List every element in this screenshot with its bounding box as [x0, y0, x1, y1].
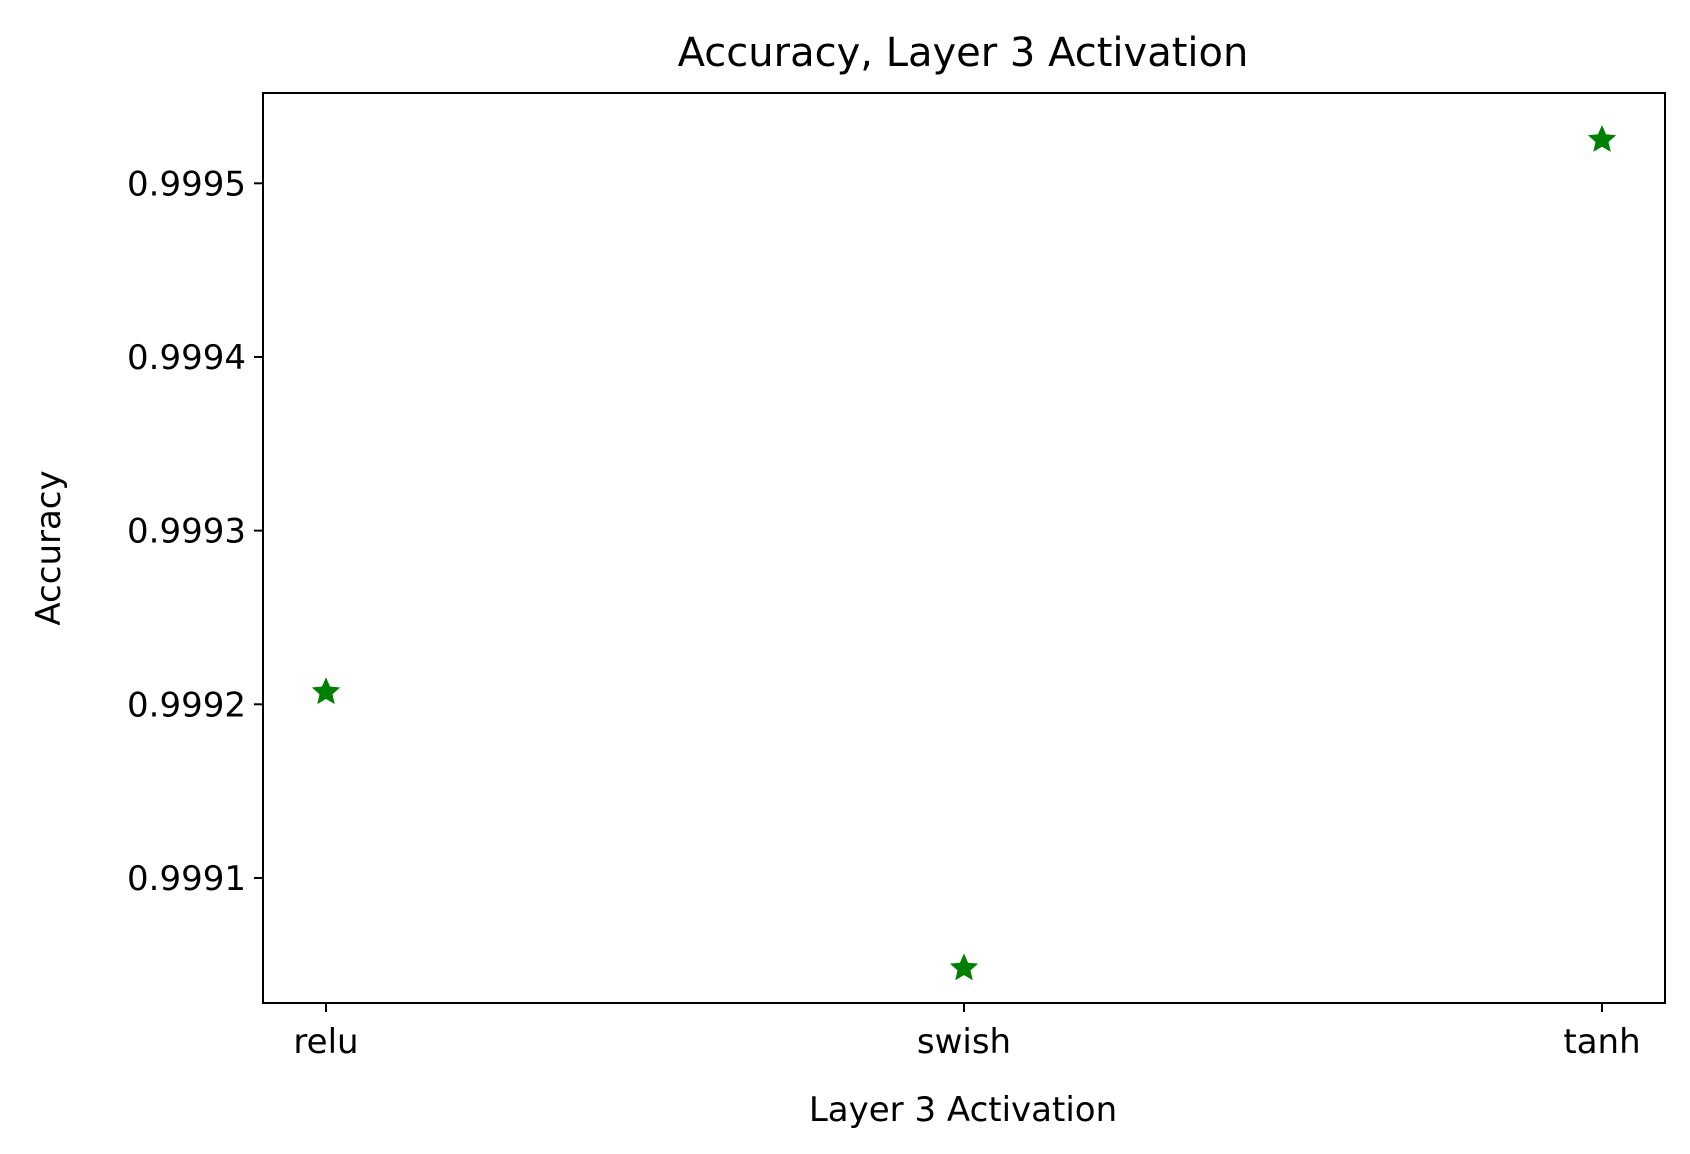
data-point-star	[949, 953, 979, 981]
y-tick-label: 0.9991	[127, 859, 246, 899]
y-axis-label: Accuracy	[29, 470, 69, 625]
y-tick-label: 0.9994	[127, 338, 246, 378]
data-points	[311, 125, 1617, 981]
x-tick-label: tanh	[1563, 1022, 1640, 1062]
chart-title: Accuracy, Layer 3 Activation	[678, 30, 1249, 76]
y-tick-label: 0.9992	[127, 685, 246, 725]
y-tick-label: 0.9995	[127, 164, 246, 204]
x-tick-label: swish	[917, 1022, 1011, 1062]
x-axis-label: Layer 3 Activation	[809, 1090, 1117, 1130]
data-point-star	[1587, 125, 1617, 152]
y-axis: 0.9991 0.9992 0.9993 0.9994 0.9995	[127, 164, 263, 899]
x-tick-label: relu	[293, 1022, 358, 1062]
y-tick-label: 0.9993	[127, 512, 246, 552]
x-axis: relu swish tanh	[293, 1003, 1641, 1062]
data-point-star	[311, 677, 341, 705]
